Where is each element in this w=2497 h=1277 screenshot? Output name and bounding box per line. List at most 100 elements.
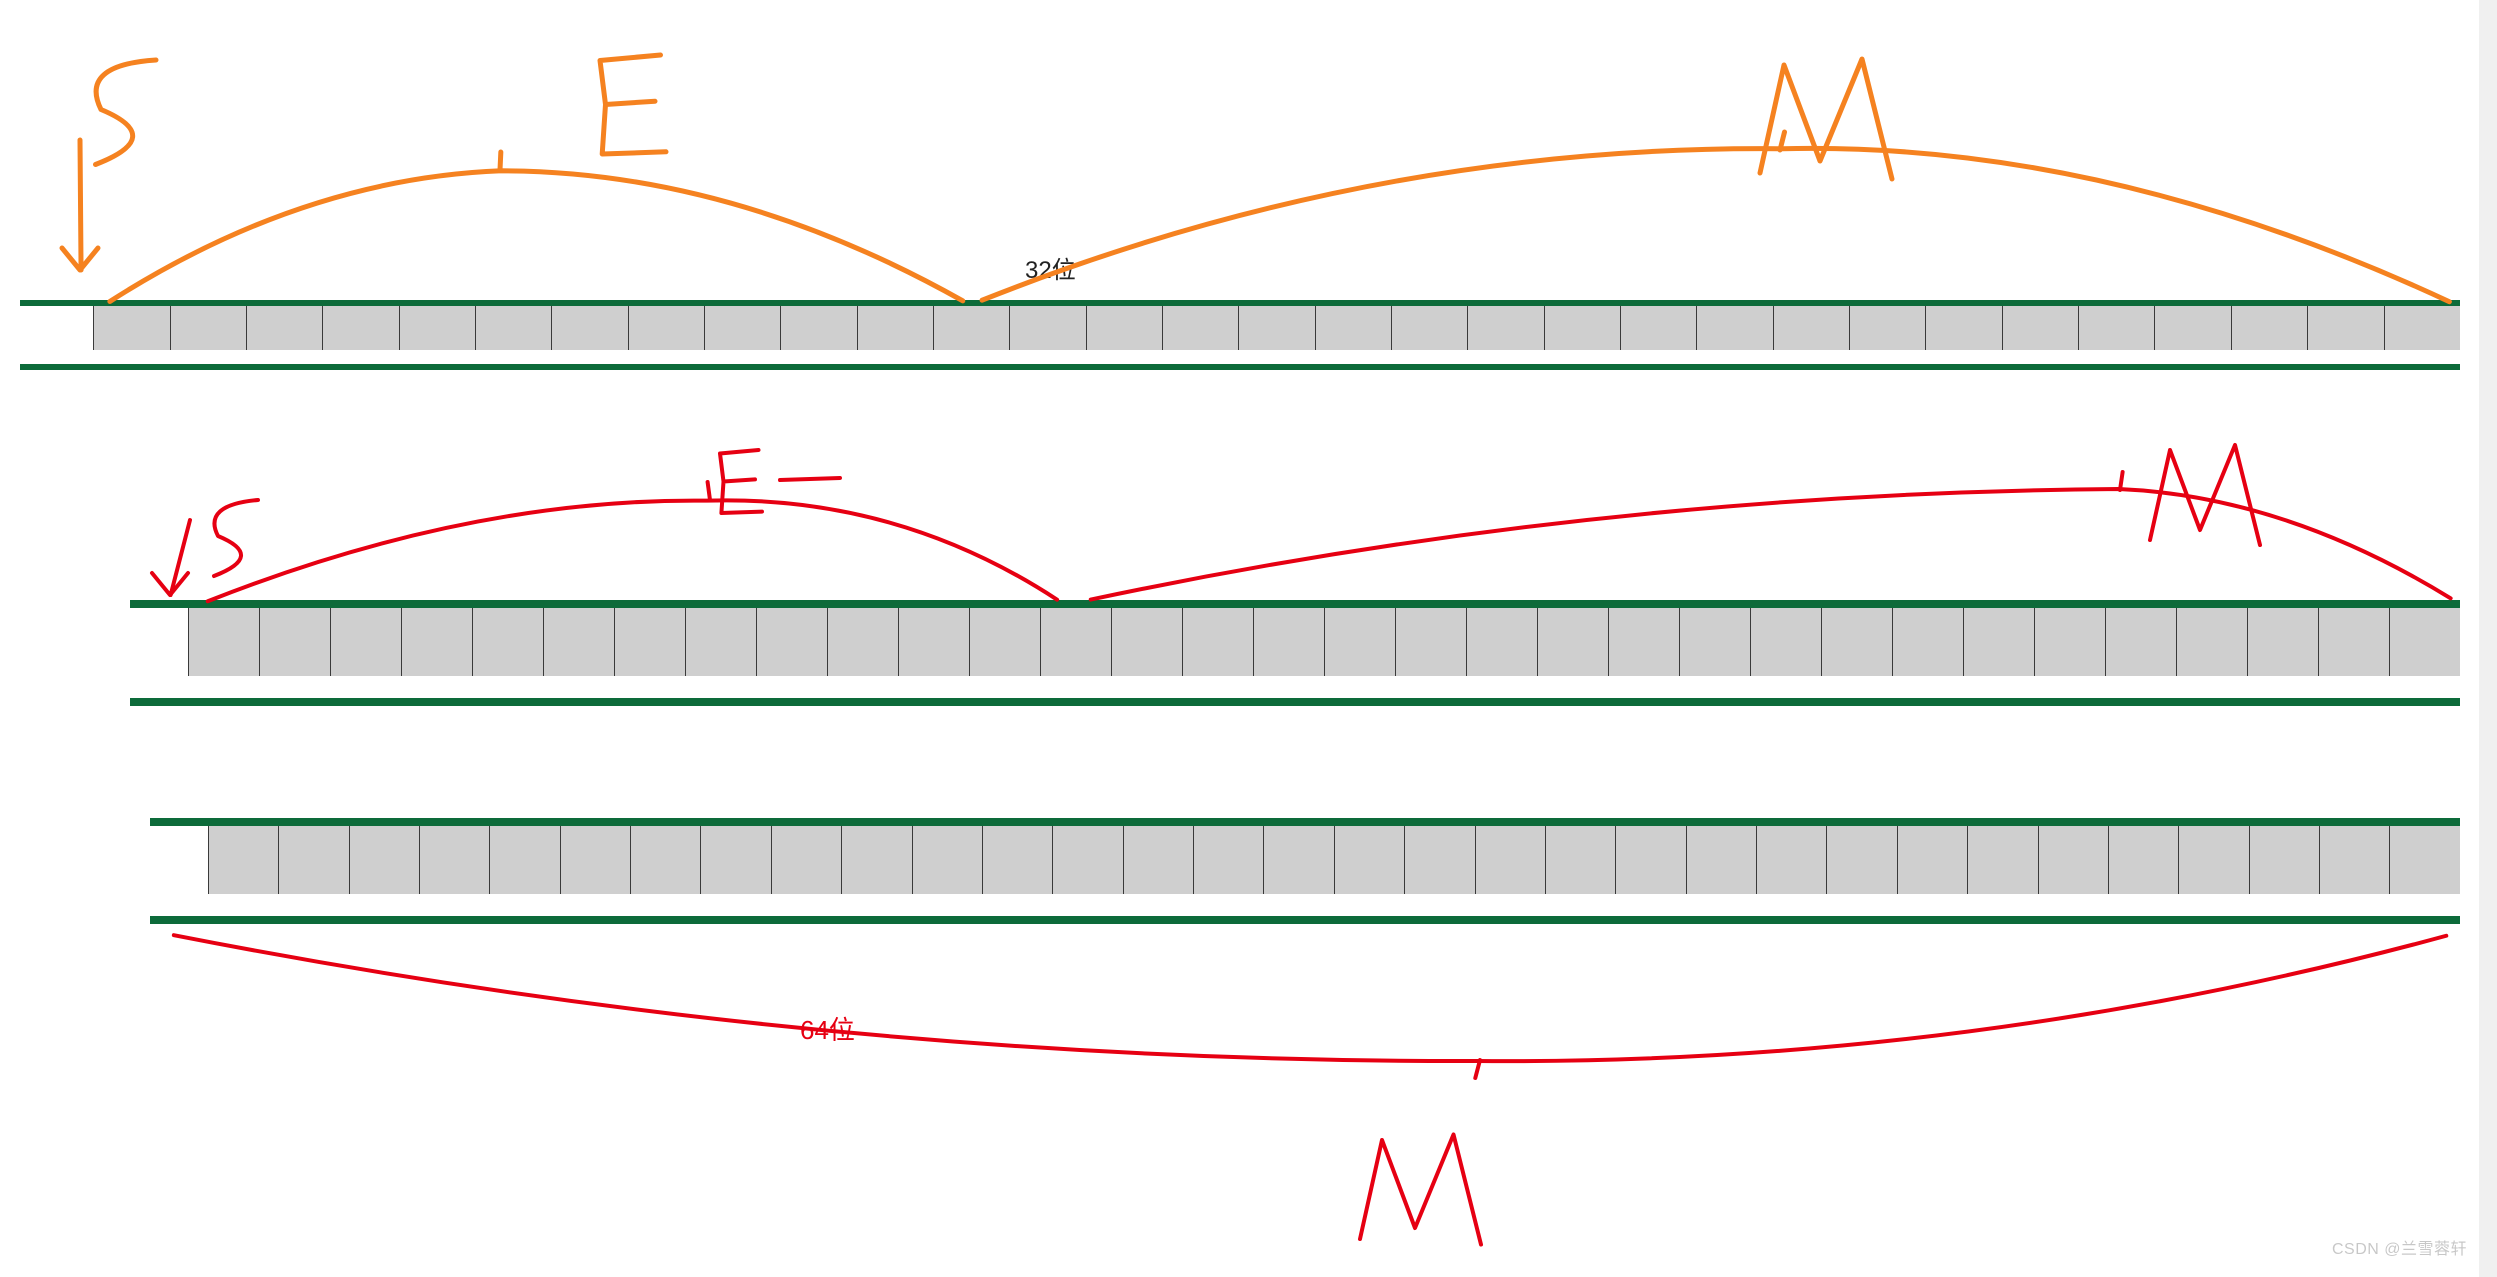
bit-cell	[1963, 608, 2034, 676]
bit-cell	[1324, 608, 1395, 676]
bit-cell	[841, 826, 911, 894]
bit-cell	[771, 826, 841, 894]
bit-cell	[1162, 306, 1238, 350]
bit-cell	[1040, 608, 1111, 676]
bit-cell	[912, 826, 982, 894]
bit-cell	[1967, 826, 2037, 894]
bit-cell	[2318, 608, 2389, 676]
bit-cell	[2002, 306, 2078, 350]
bit-cell	[1334, 826, 1404, 894]
bit-cell	[1679, 608, 1750, 676]
bit-cell	[419, 826, 489, 894]
bit-cell	[2249, 826, 2319, 894]
bit-cell	[1686, 826, 1756, 894]
bit-cell	[330, 608, 401, 676]
bit-cell	[1897, 826, 1967, 894]
scrollbar-track	[2479, 0, 2497, 1277]
bit-cell	[756, 608, 827, 676]
label-64bit: 64位	[800, 1010, 855, 1047]
bit-cell	[1892, 608, 1963, 676]
bit-cell	[933, 306, 1009, 350]
bit-cell	[827, 608, 898, 676]
bit-cell	[857, 306, 933, 350]
label-32bit: 32位	[1025, 250, 1076, 285]
bit-cell	[1475, 826, 1545, 894]
bit-cell	[2319, 826, 2389, 894]
bit-cell	[1391, 306, 1467, 350]
bit-cell	[1826, 826, 1896, 894]
bit-cell	[246, 306, 322, 350]
bit-cell	[259, 608, 330, 676]
bit-cell	[628, 306, 704, 350]
bit-cell	[560, 826, 630, 894]
bit-cell	[2034, 608, 2105, 676]
bit-cell	[1615, 826, 1685, 894]
bit-cell	[170, 306, 246, 350]
bit-cell	[1052, 826, 1122, 894]
bit-cell	[1466, 608, 1537, 676]
bit-cell	[399, 306, 475, 350]
watermark: CSDN @兰雪蓉轩	[2332, 1235, 2467, 1259]
bit-cell	[1925, 306, 2001, 350]
bit-cell	[2108, 826, 2178, 894]
bit-cell	[2176, 608, 2247, 676]
bit-cell	[2389, 608, 2460, 676]
bit-cell	[1395, 608, 1466, 676]
bit-cell	[1238, 306, 1314, 350]
bit-cell	[1315, 306, 1391, 350]
sign-bit-cell	[150, 826, 208, 916]
bit-cell	[898, 608, 969, 676]
bit-cell	[1253, 608, 1324, 676]
bit-cell	[1193, 826, 1263, 894]
bit-cell	[1123, 826, 1193, 894]
bit-cell	[982, 826, 1052, 894]
bit-cell	[2389, 826, 2459, 894]
bit-cell	[188, 608, 259, 676]
bit-cell	[543, 608, 614, 676]
bit-cell	[704, 306, 780, 350]
bit-cell	[1620, 306, 1696, 350]
bit-cell	[551, 306, 627, 350]
bit-cell	[93, 306, 169, 350]
bit-cell	[2384, 306, 2460, 350]
bit-cell	[2038, 826, 2108, 894]
bit-cell	[349, 826, 419, 894]
bit-cell	[489, 826, 559, 894]
sign-bit-cell	[130, 608, 188, 698]
bit-cell	[1537, 608, 1608, 676]
bit-cells-64-lower	[208, 826, 2460, 916]
bit-cell	[2178, 826, 2248, 894]
bit-cell	[1773, 306, 1849, 350]
bit-cell	[401, 608, 472, 676]
sign-bit-cell	[20, 306, 93, 364]
bit-cell	[2307, 306, 2383, 350]
bit-cell	[614, 608, 685, 676]
bit-cell	[2105, 608, 2176, 676]
bit-cell	[208, 826, 278, 894]
bar-64bit-lower	[150, 818, 2460, 924]
bit-cell	[1263, 826, 1333, 894]
bit-cell	[2231, 306, 2307, 350]
bar-64bit-upper	[130, 600, 2460, 706]
bit-cell	[475, 306, 551, 350]
bit-cell	[1756, 826, 1826, 894]
bit-cell	[1608, 608, 1679, 676]
bit-cell	[1182, 608, 1253, 676]
bit-cells-32	[93, 306, 2460, 364]
bit-cell	[1750, 608, 1821, 676]
bit-cell	[780, 306, 856, 350]
bit-cell	[1086, 306, 1162, 350]
bit-cell	[1696, 306, 1772, 350]
bit-cells-64-upper	[188, 608, 2460, 698]
bit-cell	[1009, 306, 1085, 350]
bit-cell	[278, 826, 348, 894]
bit-cell	[685, 608, 756, 676]
bit-cell	[1404, 826, 1474, 894]
bit-cell	[2154, 306, 2230, 350]
bit-cell	[1111, 608, 1182, 676]
bit-cell	[1849, 306, 1925, 350]
bar-32bit	[20, 300, 2460, 370]
bit-cell	[1467, 306, 1543, 350]
bit-cell	[1544, 306, 1620, 350]
bit-cell	[1545, 826, 1615, 894]
